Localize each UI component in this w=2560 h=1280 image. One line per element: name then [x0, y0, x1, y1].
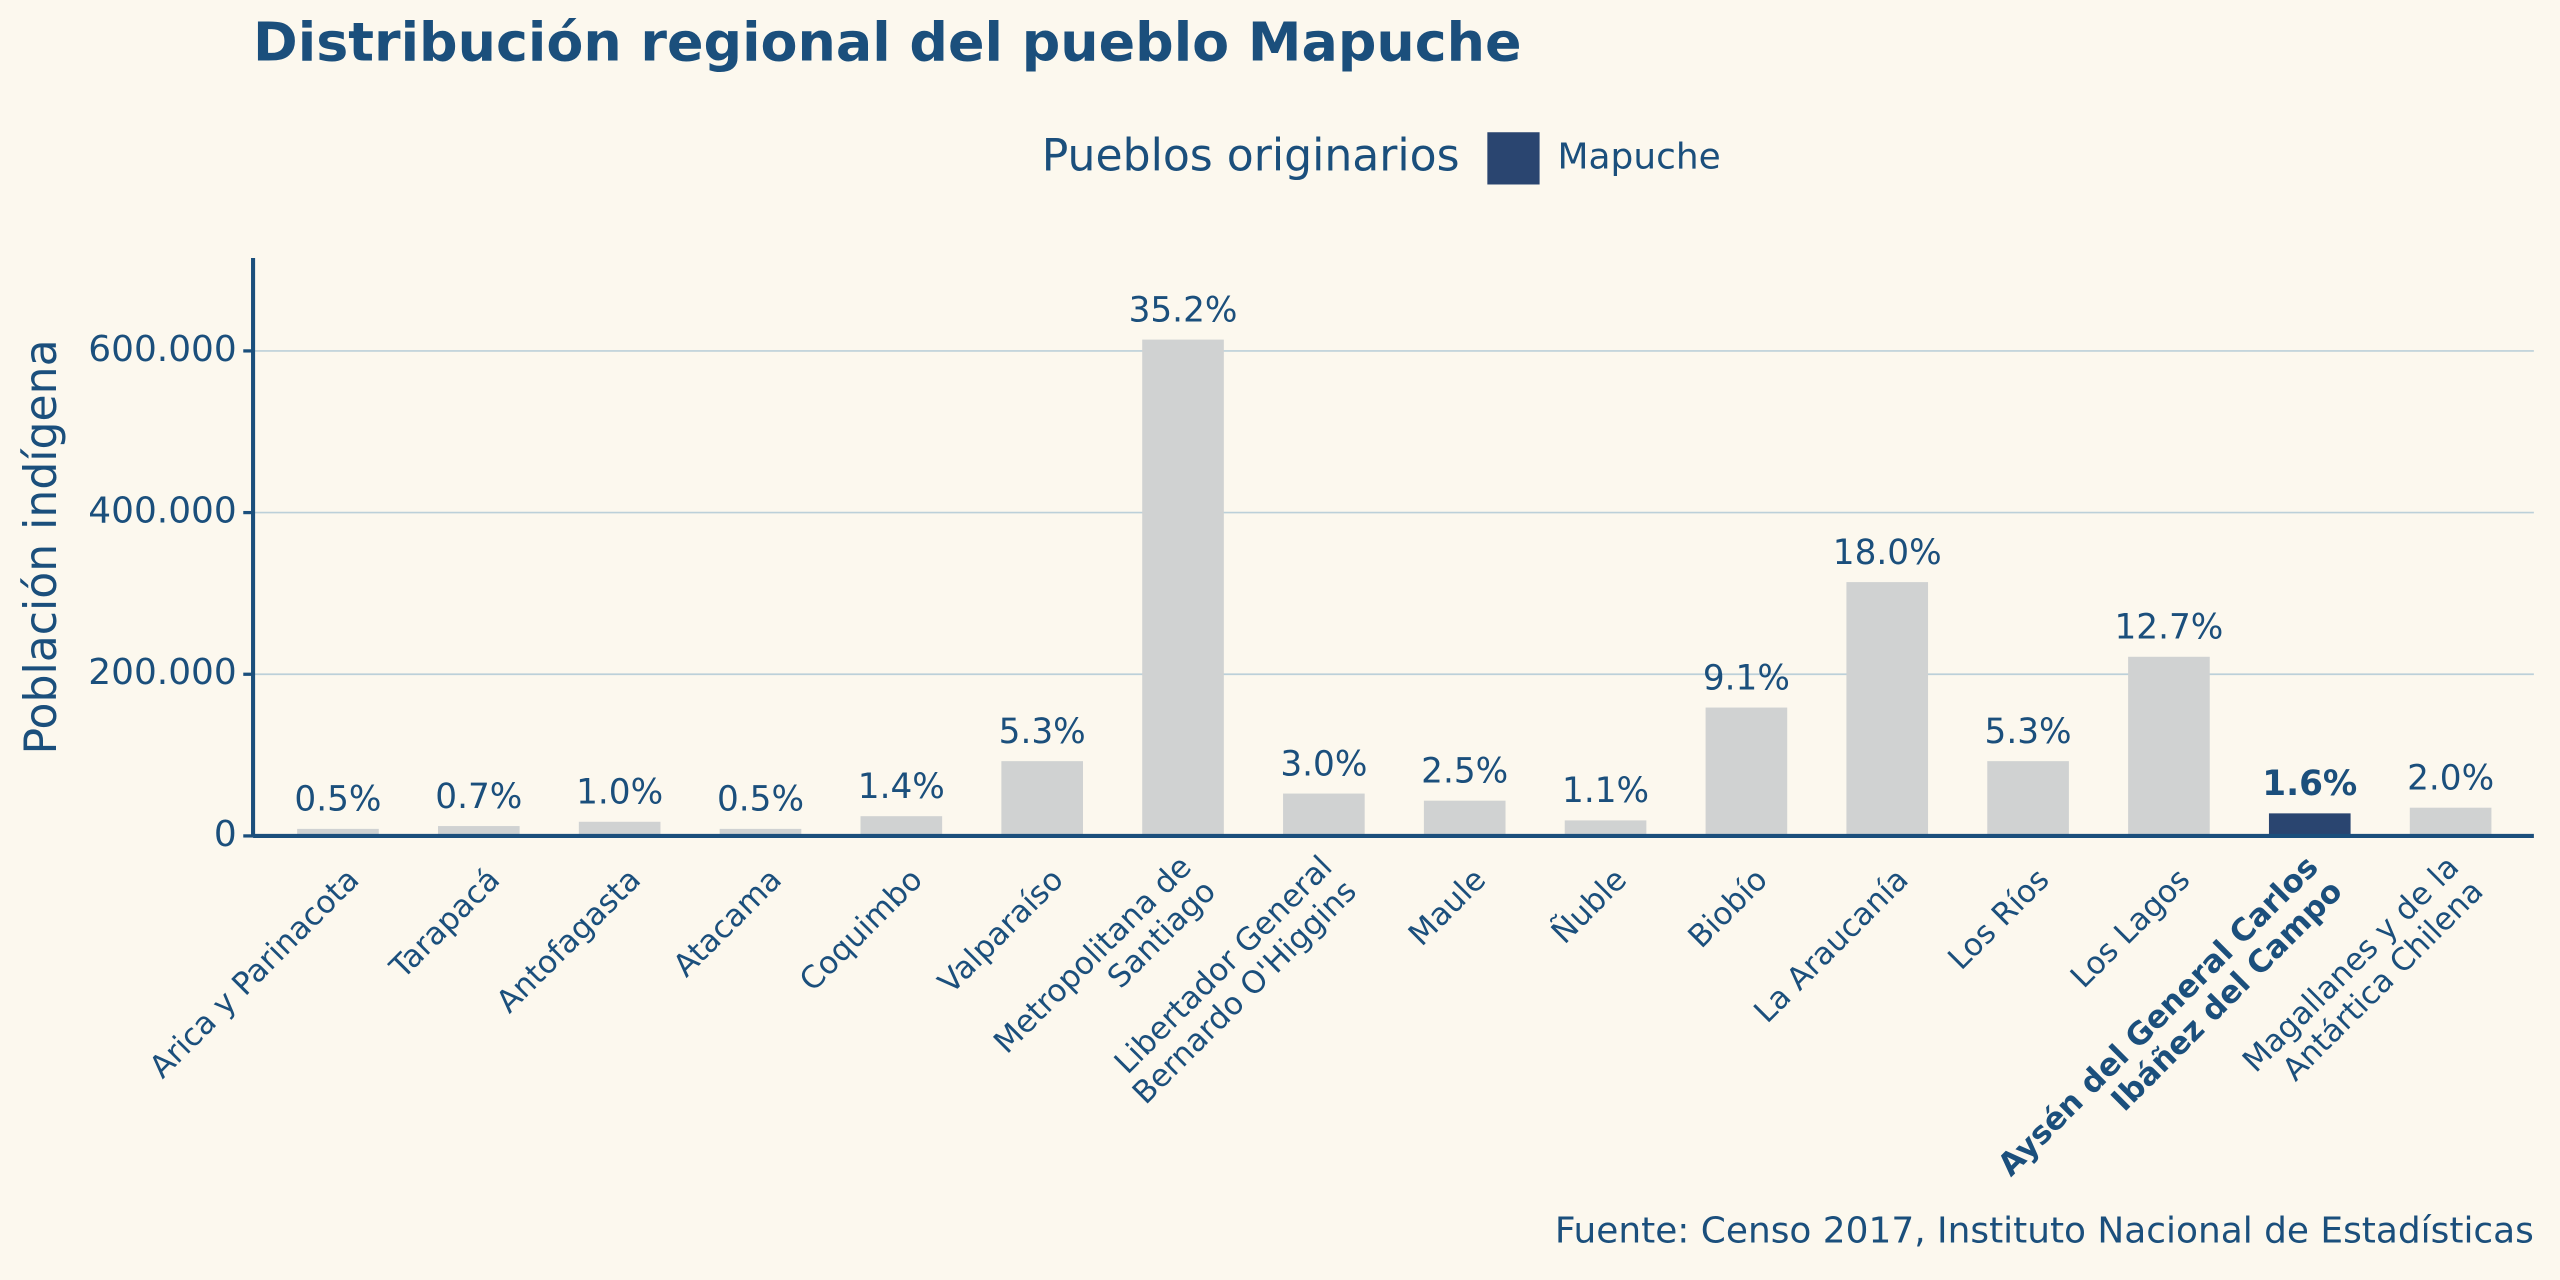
- value-label: 18.0%: [1833, 533, 1942, 573]
- x-tick-label-line: Biobío: [1681, 862, 1774, 955]
- x-tick-label-line: Tarapacá: [382, 862, 507, 987]
- x-tick-label: Arica y Parinacota: [143, 862, 367, 1086]
- value-label: 0.5%: [717, 780, 804, 820]
- bar: [1283, 793, 1365, 836]
- x-tick-label-line: Los Ríos: [1941, 862, 2056, 977]
- bar: [719, 828, 802, 836]
- x-tick-label: Tarapacá: [382, 862, 507, 987]
- x-tick-label: Maule: [1402, 862, 1493, 953]
- x-tick-label: Coquimbo: [793, 862, 930, 999]
- bar: [1987, 761, 2069, 836]
- bar: [578, 821, 661, 836]
- x-tick-label-line: Antofagasta: [490, 862, 648, 1020]
- x-tick-label-line: Arica y Parinacota: [143, 862, 367, 1086]
- value-label: 3.0%: [1280, 744, 1367, 784]
- value-label: 2.0%: [2407, 758, 2494, 798]
- x-tick-label: Biobío: [1681, 862, 1774, 955]
- chart-title: Distribución regional del pueblo Mapuche: [253, 10, 1522, 73]
- x-tick-label: Ñuble: [1543, 860, 1634, 951]
- value-label: 35.2%: [1129, 290, 1238, 330]
- bar: [2409, 807, 2492, 836]
- bar: [1705, 707, 1788, 836]
- value-label: 0.5%: [294, 780, 381, 820]
- value-label: 1.1%: [1562, 771, 1649, 811]
- value-label: 1.0%: [576, 773, 663, 813]
- y-tick-label: 0: [214, 814, 237, 855]
- y-tick-label: 200.000: [88, 652, 236, 693]
- x-tick-label-line: Coquimbo: [793, 862, 930, 999]
- x-tick-label-line: Ñuble: [1543, 860, 1634, 951]
- bar: [1846, 582, 1929, 836]
- value-label: 0.7%: [435, 777, 522, 817]
- x-tick-label-line: Maule: [1402, 862, 1493, 953]
- value-label: 1.4%: [858, 767, 945, 807]
- y-tick-label: 400.000: [88, 491, 236, 532]
- y-tick-label: 600.000: [88, 329, 236, 370]
- legend-title: Pueblos originarios: [1042, 130, 1460, 181]
- value-label: 9.1%: [1703, 658, 1790, 698]
- bar: [437, 826, 520, 836]
- value-label: 12.7%: [2114, 608, 2223, 648]
- bar: [1423, 800, 1506, 836]
- legend-swatch: [1487, 132, 1540, 185]
- value-label: 1.6%: [2262, 764, 2357, 804]
- x-tick-label: Atacama: [666, 862, 788, 984]
- bar: [860, 816, 943, 836]
- source: Fuente: Censo 2017, Instituto Nacional d…: [1555, 1211, 2534, 1252]
- legend-label: Mapuche: [1558, 136, 1721, 177]
- bar: [2268, 813, 2351, 836]
- x-tick-label: Los Ríos: [1941, 862, 2056, 977]
- y-axis-label: Población indígena: [16, 339, 67, 754]
- value-label: 2.5%: [1421, 751, 1508, 791]
- bar: [2128, 656, 2210, 836]
- bar: [1142, 339, 1224, 836]
- x-tick-label-line: Atacama: [666, 862, 788, 984]
- value-label: 5.3%: [999, 712, 1086, 752]
- value-label: 5.3%: [1985, 712, 2072, 752]
- bar: [1564, 820, 1647, 836]
- bar: [1001, 761, 1083, 836]
- x-tick-label: Antofagasta: [490, 862, 648, 1020]
- bar: [297, 828, 379, 836]
